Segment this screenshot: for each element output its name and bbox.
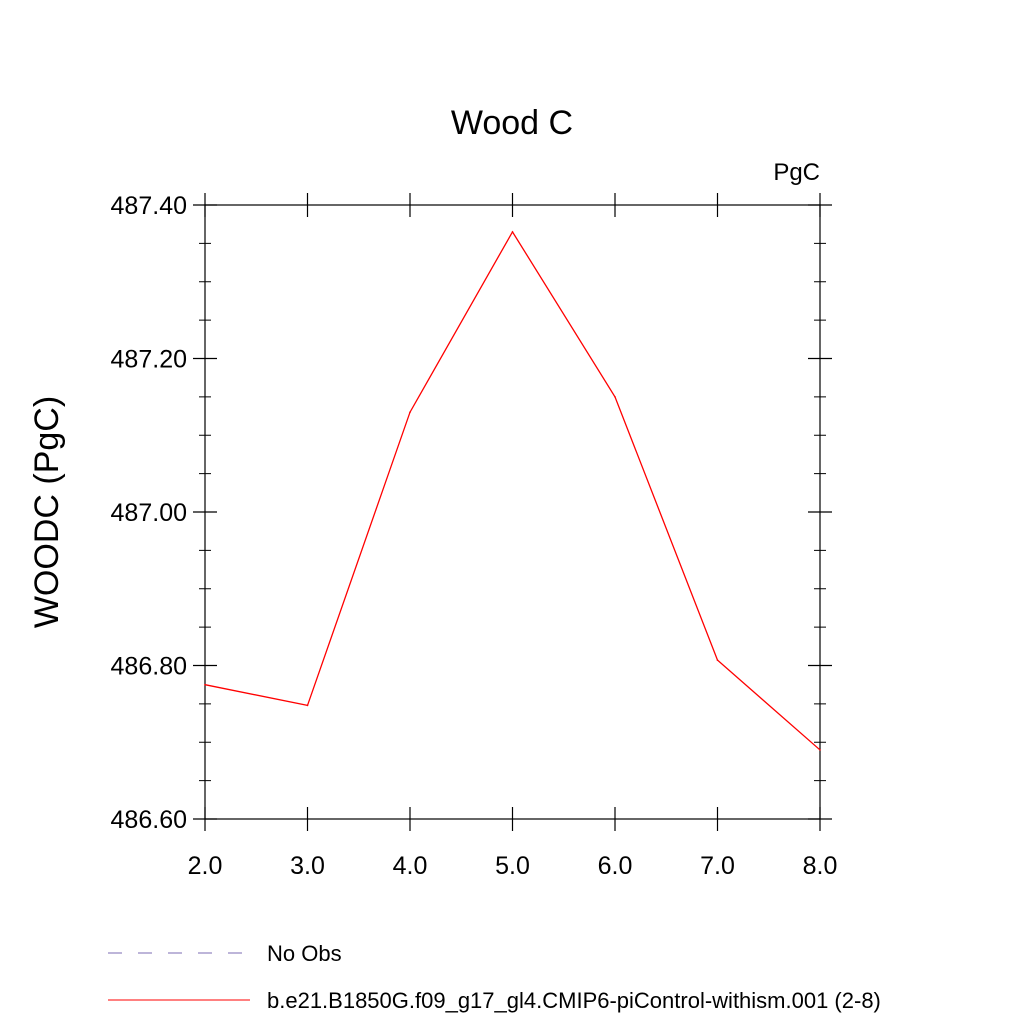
legend-label: b.e21.B1850G.f09_g17_gl4.CMIP6-piControl… xyxy=(267,988,881,1013)
x-tick-label: 2.0 xyxy=(188,852,223,880)
y-axis-label: WOODC (PgC) xyxy=(28,396,66,628)
x-tick-label: 3.0 xyxy=(290,852,325,880)
data-point xyxy=(511,231,514,233)
legend-label: No Obs xyxy=(267,941,342,966)
chart-title: Wood C xyxy=(451,104,573,142)
x-tick-label: 7.0 xyxy=(700,852,735,880)
y-tick-label: 487.20 xyxy=(111,346,187,374)
data-point xyxy=(409,411,411,414)
data-point xyxy=(614,396,616,398)
y-tick-label: 486.60 xyxy=(111,806,187,834)
data-point xyxy=(306,704,309,707)
plot-frame xyxy=(204,204,821,820)
x-tick-label: 4.0 xyxy=(393,852,428,880)
x-tick-label: 5.0 xyxy=(495,852,530,880)
y-tick-label: 487.00 xyxy=(111,499,187,527)
data-point xyxy=(716,659,719,661)
data-point xyxy=(819,749,821,751)
y-tick-label: 487.40 xyxy=(111,192,187,220)
x-tick-label: 6.0 xyxy=(598,852,633,880)
x-tick-label: 8.0 xyxy=(803,852,838,880)
units-label: PgC xyxy=(773,159,820,186)
data-point xyxy=(204,683,206,686)
y-tick-label: 486.80 xyxy=(111,653,187,681)
series-line-0 xyxy=(204,230,821,751)
